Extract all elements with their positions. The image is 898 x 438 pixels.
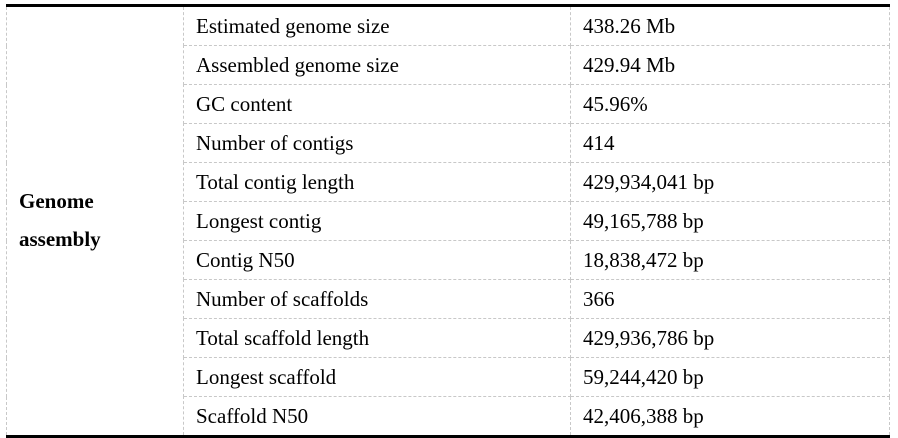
metric-value: 438.26 Mb (570, 5, 890, 46)
table-row: Genome assembly Estimated genome size 438.2… (6, 5, 890, 437)
metric-value: 49,165,788 bp (570, 201, 890, 241)
table-row: Assembled genome size 429.94 Mb (7, 45, 890, 85)
metric-label: Scaffold N50 (183, 396, 571, 437)
metric-value: 429.94 Mb (570, 45, 890, 85)
metric-label: Estimated genome size (183, 5, 571, 46)
metric-label: Assembled genome size (183, 45, 571, 85)
metric-value: 414 (570, 123, 890, 163)
metric-value: 429,936,786 bp (570, 318, 890, 358)
metric-value: 429,934,041 bp (570, 162, 890, 202)
table-row: GC content 45.96% (7, 84, 890, 124)
table-row: Total scaffold length 429,936,786 bp (7, 318, 890, 358)
metric-value: 45.96% (570, 84, 890, 124)
table-row: Number of contigs 414 (7, 123, 890, 163)
metric-value: 42,406,388 bp (570, 396, 890, 437)
metric-label: Contig N50 (183, 240, 571, 280)
metric-label: Longest contig (183, 201, 571, 241)
table-row: Number of scaffolds 366 (7, 279, 890, 319)
table-row: Longest contig 49,165,788 bp (7, 201, 890, 241)
metric-label: GC content (183, 84, 571, 124)
table-row: Longest scaffold 59,244,420 bp (7, 357, 890, 397)
metric-value: 59,244,420 bp (570, 357, 890, 397)
metric-label: Total contig length (183, 162, 571, 202)
genome-assembly-table: Genome assembly Estimated genome size 438.2… (6, 4, 890, 438)
metric-label: Longest scaffold (183, 357, 571, 397)
metric-label: Total scaffold length (183, 318, 571, 358)
metric-label: Number of scaffolds (183, 279, 571, 319)
metric-label: Number of contigs (183, 123, 571, 163)
metric-value: 18,838,472 bp (570, 240, 890, 280)
table-row: Scaffold N50 42,406,388 bp (7, 396, 890, 437)
table-row: Total contig length 429,934,041 bp (7, 162, 890, 202)
group-label-cell: Genome assembly (6, 5, 184, 437)
table-row: Contig N50 18,838,472 bp (7, 240, 890, 280)
metric-value: 366 (570, 279, 890, 319)
